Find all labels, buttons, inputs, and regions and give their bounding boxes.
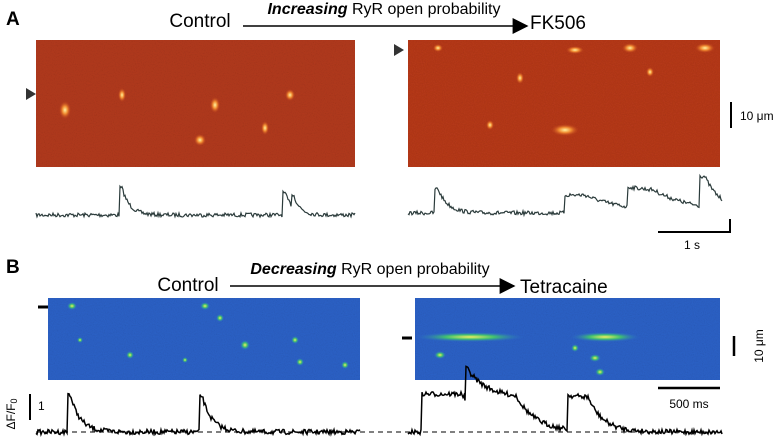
spark bbox=[566, 46, 584, 54]
spark bbox=[240, 340, 250, 350]
spark bbox=[551, 124, 579, 136]
condition-label: Control bbox=[157, 275, 218, 296]
spark bbox=[118, 88, 126, 102]
traces bbox=[35, 365, 723, 437]
spark bbox=[434, 351, 446, 359]
linescan-images bbox=[36, 40, 720, 167]
spark bbox=[486, 120, 494, 130]
arrow-emphasis: Decreasing bbox=[250, 261, 336, 278]
spark bbox=[291, 336, 299, 344]
scale-bar bbox=[658, 219, 731, 233]
arrow-emphasis: Increasing bbox=[267, 1, 347, 18]
marker bbox=[26, 88, 36, 100]
scale-label: 1 bbox=[38, 399, 45, 413]
arrow-caption: Increasing RyR open probability bbox=[267, 1, 500, 18]
scale-label: 10 μm bbox=[752, 329, 766, 363]
linescan-images bbox=[48, 298, 720, 380]
marker bbox=[394, 44, 404, 56]
spark bbox=[285, 89, 295, 101]
scale-label: 10 μm bbox=[740, 109, 774, 123]
spark bbox=[646, 67, 654, 77]
spark bbox=[67, 302, 77, 310]
y-axis-label: ΔF/F0 bbox=[4, 398, 19, 429]
panel-label: A bbox=[6, 9, 20, 30]
panel-label: B bbox=[6, 257, 20, 278]
linescan-image bbox=[408, 40, 720, 167]
spark bbox=[59, 101, 71, 119]
spark bbox=[296, 358, 304, 366]
spark bbox=[200, 302, 210, 310]
condition-label: Tetracaine bbox=[520, 277, 608, 298]
spark bbox=[695, 43, 715, 53]
arrow-caption: Decreasing RyR open probability bbox=[250, 261, 489, 278]
trace bbox=[407, 365, 723, 437]
arrow-text: RyR open probability bbox=[352, 1, 501, 18]
linescan-image bbox=[48, 298, 360, 380]
spark bbox=[182, 357, 188, 363]
spark bbox=[516, 72, 524, 84]
spark bbox=[210, 97, 220, 113]
spark bbox=[570, 332, 640, 342]
scale-label: 1 s bbox=[684, 238, 700, 252]
trace bbox=[35, 184, 356, 219]
spark bbox=[589, 354, 601, 362]
spark bbox=[77, 337, 83, 343]
spark bbox=[622, 43, 638, 53]
spark bbox=[126, 351, 134, 359]
linescan-image bbox=[36, 40, 355, 167]
scale-label: 500 ms bbox=[669, 397, 708, 411]
spark bbox=[571, 344, 579, 352]
spark bbox=[595, 368, 605, 376]
spark bbox=[261, 121, 269, 135]
spark bbox=[194, 134, 206, 146]
trace bbox=[407, 173, 723, 218]
y-axis-label-main: ΔF/F bbox=[4, 404, 18, 430]
spark bbox=[415, 332, 525, 342]
y-axis-label-sub: 0 bbox=[9, 398, 19, 403]
traces bbox=[35, 173, 723, 219]
condition-label: Control bbox=[169, 11, 230, 32]
condition-label: FK506 bbox=[530, 13, 586, 34]
arrow-text: RyR open probability bbox=[341, 261, 490, 278]
spark bbox=[341, 361, 349, 369]
spark bbox=[216, 314, 224, 322]
trace bbox=[35, 392, 361, 437]
spark bbox=[433, 44, 443, 52]
